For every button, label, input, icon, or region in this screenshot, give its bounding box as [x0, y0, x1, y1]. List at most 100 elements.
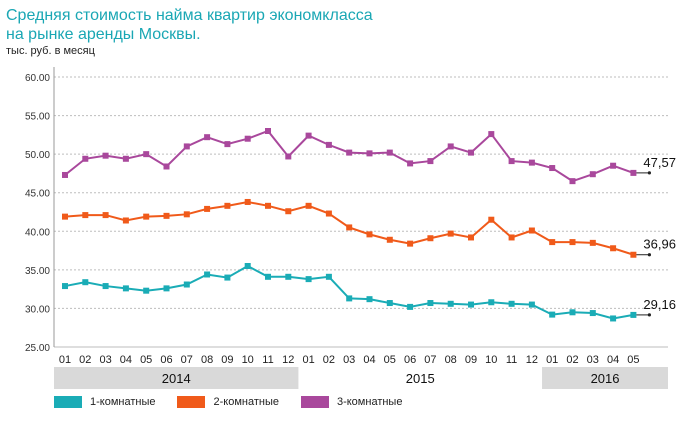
chart-legend: 1-комнатные 2-комнатные 3-комнатные	[54, 396, 424, 408]
y-tick-label: 35.00	[25, 266, 50, 277]
year-band-2016	[542, 367, 668, 389]
x-tick-label: 12	[526, 354, 538, 366]
x-tick-label: 04	[607, 354, 619, 366]
data-point	[143, 213, 150, 220]
data-point	[183, 143, 190, 150]
year-band-2015	[298, 367, 543, 389]
data-point	[346, 149, 353, 156]
data-point	[62, 171, 68, 178]
x-tick-label: 07	[424, 354, 436, 366]
x-tick-label: 11	[506, 354, 517, 366]
x-tick-label: 05	[384, 354, 396, 366]
end-value-label: 36,96	[643, 237, 676, 252]
data-point	[122, 155, 129, 162]
data-point	[549, 239, 556, 246]
data-point	[163, 285, 170, 292]
x-tick-label: 10	[242, 354, 254, 366]
data-point	[528, 159, 535, 166]
data-point	[386, 300, 393, 307]
data-point	[549, 311, 556, 318]
y-tick-label: 45.00	[25, 189, 50, 200]
data-point	[285, 208, 292, 215]
x-tick-label: 01	[59, 354, 71, 366]
x-tick-label: 02	[566, 354, 578, 366]
data-point	[285, 153, 292, 160]
data-point	[346, 295, 353, 302]
data-point	[265, 128, 271, 134]
year-band-2014	[54, 367, 299, 389]
data-point	[366, 296, 373, 303]
data-point	[447, 230, 454, 237]
data-point	[488, 299, 495, 306]
data-point	[610, 245, 617, 252]
data-point	[224, 274, 231, 281]
y-tick-label: 50.00	[25, 150, 50, 161]
x-tick-label: 04	[363, 354, 375, 366]
x-tick-label: 01	[546, 354, 558, 366]
x-tick-label: 02	[323, 354, 335, 366]
data-point	[82, 155, 89, 162]
data-point	[407, 303, 414, 310]
data-point	[325, 273, 332, 280]
legend-item-2-room: 2-комнатные	[177, 396, 279, 408]
data-point	[122, 285, 129, 292]
data-point	[82, 279, 89, 286]
data-point	[62, 213, 68, 220]
legend-item-1-room: 1-комнатные	[54, 396, 155, 408]
x-tick-label: 07	[181, 354, 193, 366]
series-line-3	[64, 129, 634, 183]
data-point	[82, 212, 89, 219]
data-point	[508, 158, 515, 165]
legend-label: 3-комнатные	[336, 396, 403, 408]
x-tick-label: 10	[485, 354, 497, 366]
legend-swatch	[177, 396, 206, 408]
data-point	[508, 234, 515, 241]
end-value-label: 47,57	[643, 155, 676, 170]
data-point	[122, 217, 129, 224]
x-tick-label: 06	[404, 354, 416, 366]
chart-title-line-1: Средняя стоимость найма квартир экономкл…	[6, 7, 373, 24]
data-point	[285, 273, 292, 280]
legend-item-3-room: 3-комнатные	[300, 396, 403, 408]
y-tick-label: 25.00	[25, 343, 50, 354]
y-tick-label: 55.00	[25, 112, 50, 123]
data-point	[569, 239, 576, 246]
data-point	[143, 151, 150, 158]
data-point	[102, 152, 109, 159]
data-point	[589, 239, 596, 246]
data-point	[630, 251, 637, 258]
data-point	[305, 276, 312, 283]
data-point	[549, 165, 556, 172]
data-point	[589, 171, 596, 178]
data-point	[407, 160, 414, 167]
x-tick-label: 09	[465, 354, 477, 366]
data-point	[163, 212, 170, 219]
year-label: 2015	[406, 371, 435, 386]
data-point	[610, 315, 617, 322]
chart-title-line-2: на рынке аренды Москвы.	[6, 26, 201, 43]
data-point	[163, 163, 170, 170]
end-value-dot	[647, 313, 652, 317]
data-point	[610, 162, 617, 169]
year-label: 2014	[162, 371, 191, 386]
data-point	[325, 141, 332, 148]
data-point	[265, 202, 271, 209]
data-point	[468, 234, 474, 241]
x-tick-label: 09	[221, 354, 233, 366]
legend-label: 2-комнатные	[213, 396, 279, 408]
data-point	[366, 150, 373, 157]
data-point	[589, 310, 596, 317]
legend-swatch	[54, 396, 82, 408]
x-tick-label: 05	[627, 354, 639, 366]
x-tick-label: 03	[343, 354, 355, 366]
x-tick-label: 01	[302, 354, 314, 366]
end-value-label: 29,16	[643, 297, 676, 312]
x-tick-label: 11	[262, 354, 273, 366]
x-tick-label: 06	[160, 354, 172, 366]
data-point	[244, 263, 251, 269]
data-point	[427, 235, 434, 242]
x-tick-label: 04	[120, 354, 132, 366]
year-label: 2016	[591, 371, 620, 386]
series-line-1	[64, 264, 634, 320]
